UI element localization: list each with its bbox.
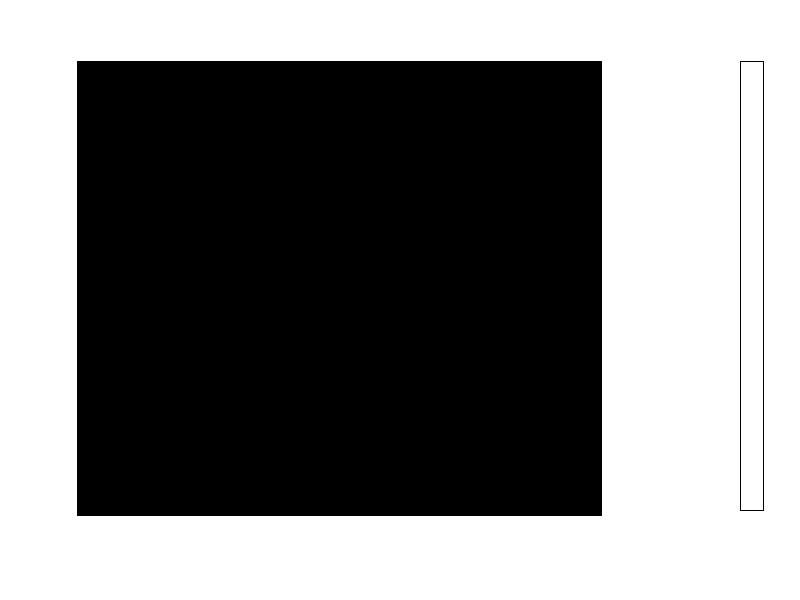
ionogram-canvas: [78, 62, 601, 515]
ionogram-plot: [77, 61, 602, 516]
status-header: [20, 25, 798, 41]
colorbar-gradient: [740, 61, 764, 511]
